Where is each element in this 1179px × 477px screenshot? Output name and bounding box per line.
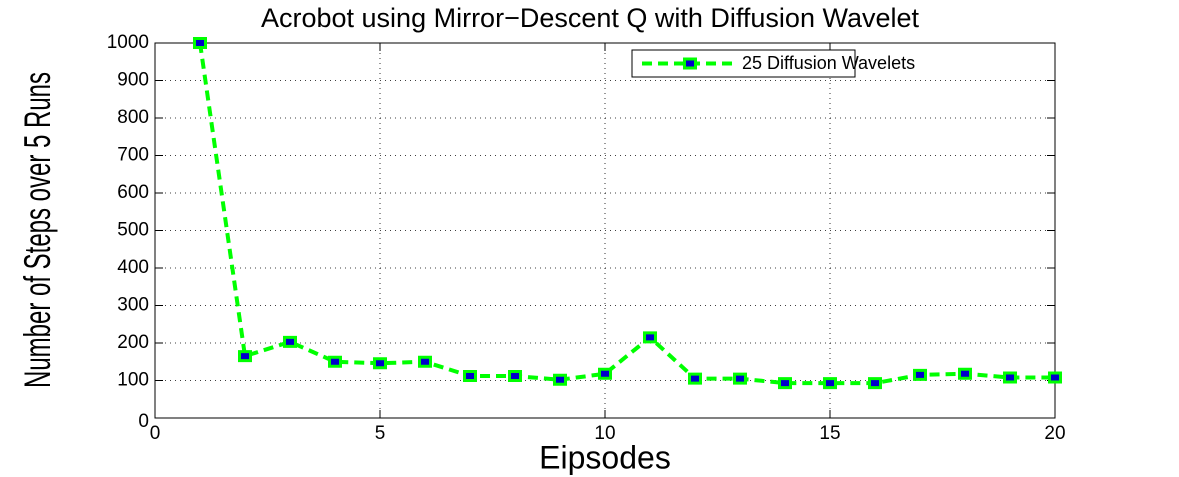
marker [683,57,697,70]
series-line [198,42,1055,386]
marker [913,368,927,381]
marker [508,370,522,382]
y-tick-label: 100 [117,370,149,391]
x-tick-label: 15 [819,423,840,444]
marker-inner [376,360,384,367]
marker [373,357,387,370]
x-tick-label: 10 [594,423,615,444]
marker [823,377,837,390]
y-tick-label: 1000 [107,32,149,53]
y-tick-label: 600 [117,182,149,203]
marker-inner [421,358,429,365]
marker [868,377,882,390]
legend-box [631,49,856,78]
marker-inner [961,370,969,377]
chart-title: Acrobot using Mirror−Descent Q with Diff… [261,3,920,33]
x-tick-label: 0 [150,423,161,444]
marker [193,37,207,49]
y-tick-label: 300 [117,295,149,316]
marker-inner [286,338,294,345]
marker-inner [871,380,879,387]
marker-inner [331,358,339,365]
y-tick-label: 800 [117,107,149,128]
marker-inner [736,375,744,382]
marker [1048,371,1062,384]
marker [553,373,567,386]
x-tick-label: 20 [1044,423,1065,444]
marker-inner [1051,374,1059,381]
legend-label: 25 Diffusion Wavelets [742,53,915,73]
marker [463,370,477,382]
y-tick-label: 500 [117,220,149,241]
marker-inner [466,373,474,379]
marker [1003,371,1017,384]
marker [283,335,297,348]
x-axis-label: Eipsodes [539,439,671,475]
marker [328,355,342,368]
marker-inner [241,353,249,360]
marker [688,372,702,385]
marker-inner [556,376,564,383]
marker [598,367,612,380]
y-axis-label: Number of Steps over 5 Runs [17,72,59,388]
marker [418,355,432,368]
marker-inner [196,40,204,46]
y-tick-label: 700 [117,145,149,166]
marker-inner [646,334,654,341]
y-tick-label: 0 [138,411,149,432]
marker [238,350,252,363]
x-tick-label: 5 [375,423,386,444]
plot-frame [154,42,1056,419]
marker-inner [511,373,519,379]
marker-inner [781,380,789,387]
y-tick-label: 900 [117,70,149,91]
marker [643,331,657,344]
marker [778,377,792,390]
y-tick-label: 400 [117,257,149,278]
marker [733,372,747,385]
marker-inner [1006,374,1014,381]
marker-inner [691,375,699,382]
marker-inner [826,380,834,387]
marker-inner [916,371,924,378]
marker-inner [686,60,694,67]
marker-inner [601,370,609,377]
y-tick-label: 200 [117,332,149,353]
marker [958,367,972,380]
